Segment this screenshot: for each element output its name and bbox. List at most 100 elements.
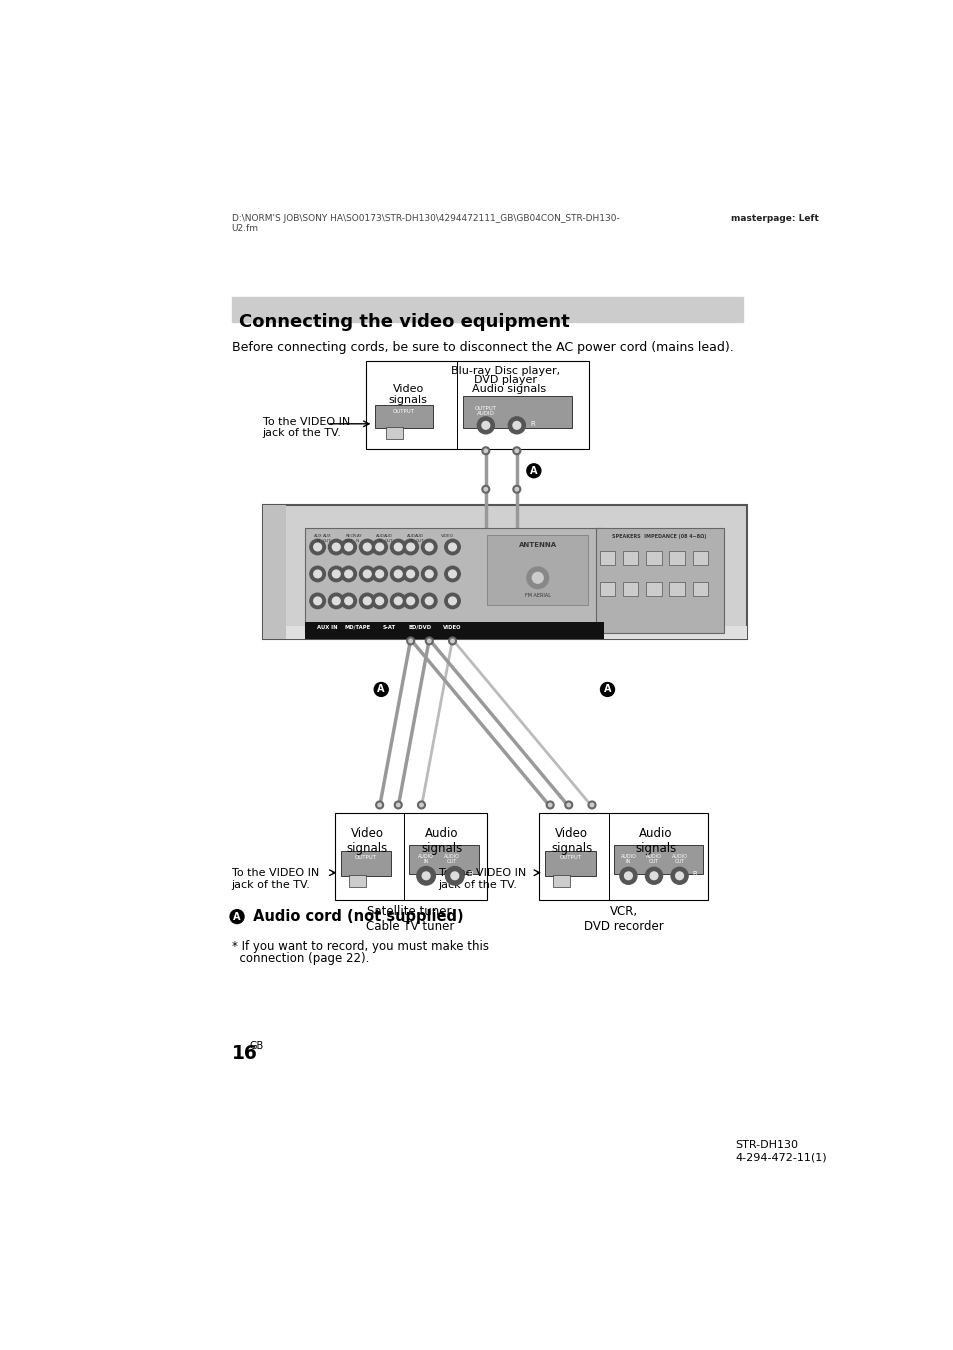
- Circle shape: [372, 566, 387, 582]
- Circle shape: [645, 867, 661, 884]
- Circle shape: [513, 421, 520, 429]
- Text: Audio cord (not supplied): Audio cord (not supplied): [248, 909, 463, 925]
- Circle shape: [328, 566, 344, 582]
- Text: AUDIO: AUDIO: [476, 410, 495, 416]
- Text: AUX
OUT: AUX OUT: [322, 533, 331, 543]
- Bar: [487, 536, 587, 605]
- Circle shape: [372, 593, 387, 609]
- Text: PLAY
IN: PLAY IN: [353, 533, 362, 543]
- Text: AUD
IN: AUD IN: [375, 533, 384, 543]
- Text: Audio
signals: Audio signals: [420, 826, 462, 855]
- Circle shape: [377, 803, 381, 807]
- Circle shape: [409, 639, 412, 643]
- Circle shape: [619, 867, 637, 884]
- Circle shape: [476, 417, 494, 433]
- Bar: [305, 528, 603, 633]
- Bar: [375, 405, 433, 428]
- Circle shape: [359, 566, 375, 582]
- Circle shape: [421, 593, 436, 609]
- Text: R: R: [530, 421, 535, 427]
- Circle shape: [230, 910, 244, 923]
- Bar: [545, 850, 596, 876]
- Circle shape: [406, 597, 415, 605]
- Circle shape: [332, 597, 340, 605]
- Circle shape: [344, 597, 353, 605]
- Circle shape: [421, 539, 436, 555]
- Text: AUDIO: AUDIO: [619, 855, 636, 859]
- Circle shape: [448, 597, 456, 605]
- Bar: [262, 625, 746, 640]
- Circle shape: [425, 570, 433, 578]
- Circle shape: [425, 543, 433, 551]
- Circle shape: [675, 872, 682, 880]
- Text: connection (page 22).: connection (page 22).: [232, 952, 369, 965]
- Text: REC
OUT: REC OUT: [345, 533, 354, 543]
- Circle shape: [564, 801, 572, 809]
- Circle shape: [526, 567, 548, 589]
- Circle shape: [314, 543, 321, 551]
- Bar: [305, 622, 603, 640]
- Circle shape: [670, 867, 687, 884]
- Circle shape: [363, 570, 371, 578]
- Circle shape: [396, 803, 399, 807]
- Circle shape: [599, 683, 614, 697]
- Circle shape: [359, 593, 375, 609]
- Bar: [692, 551, 707, 564]
- Circle shape: [328, 593, 344, 609]
- Circle shape: [417, 801, 425, 809]
- Text: A: A: [377, 684, 385, 694]
- Bar: [340, 850, 391, 876]
- Text: To the VIDEO IN
jack of the TV.: To the VIDEO IN jack of the TV.: [438, 868, 525, 890]
- Circle shape: [375, 801, 383, 809]
- Bar: [622, 551, 638, 564]
- Circle shape: [394, 543, 402, 551]
- Text: ANTENNA: ANTENNA: [518, 541, 557, 548]
- Circle shape: [548, 803, 552, 807]
- Text: R: R: [468, 871, 473, 878]
- Text: Blu-ray Disc player,: Blu-ray Disc player,: [450, 366, 559, 377]
- Text: To the VIDEO IN
jack of the TV.: To the VIDEO IN jack of the TV.: [262, 417, 350, 439]
- Text: Satellite tuner,
Cable TV tuner: Satellite tuner, Cable TV tuner: [366, 904, 455, 933]
- Bar: [538, 813, 707, 900]
- Text: OUTPUT: OUTPUT: [393, 409, 415, 414]
- Bar: [669, 551, 684, 564]
- Text: L: L: [532, 429, 536, 436]
- Circle shape: [314, 570, 321, 578]
- Circle shape: [310, 566, 325, 582]
- Text: D:\NORM'S JOB\SONY HA\SO0173\STR-DH130\4294472111_GB\GB04CON_STR-DH130-: D:\NORM'S JOB\SONY HA\SO0173\STR-DH130\4…: [232, 215, 618, 223]
- Circle shape: [483, 487, 487, 491]
- Bar: [622, 582, 638, 595]
- Bar: [385, 427, 402, 439]
- Circle shape: [402, 566, 418, 582]
- Circle shape: [587, 801, 596, 809]
- Circle shape: [649, 872, 658, 880]
- Bar: [409, 845, 478, 875]
- Circle shape: [340, 539, 356, 555]
- Text: IN: IN: [625, 859, 630, 864]
- Text: MD/TAPE: MD/TAPE: [344, 625, 371, 629]
- Text: masterpage: Left: masterpage: Left: [731, 215, 819, 223]
- Circle shape: [526, 464, 540, 478]
- Text: A: A: [233, 911, 240, 922]
- Text: S-AT: S-AT: [382, 625, 395, 629]
- Circle shape: [590, 803, 593, 807]
- Circle shape: [566, 803, 570, 807]
- Circle shape: [481, 447, 489, 455]
- Circle shape: [416, 867, 435, 886]
- Circle shape: [394, 801, 402, 809]
- Text: VIDEO: VIDEO: [443, 625, 461, 629]
- Text: 4-294-472-11(1): 4-294-472-11(1): [735, 1152, 826, 1162]
- Text: Video
signals: Video signals: [346, 826, 388, 855]
- Text: 16: 16: [232, 1044, 257, 1062]
- Bar: [365, 360, 588, 450]
- Text: AUD
IN: AUD IN: [407, 533, 416, 543]
- Circle shape: [372, 539, 387, 555]
- Bar: [463, 396, 571, 428]
- Text: AUX
IN: AUX IN: [314, 533, 322, 543]
- Text: AUDIO: AUDIO: [417, 855, 434, 859]
- Circle shape: [314, 597, 321, 605]
- Circle shape: [450, 639, 454, 643]
- Bar: [613, 845, 702, 875]
- Circle shape: [375, 597, 383, 605]
- Bar: [335, 813, 486, 900]
